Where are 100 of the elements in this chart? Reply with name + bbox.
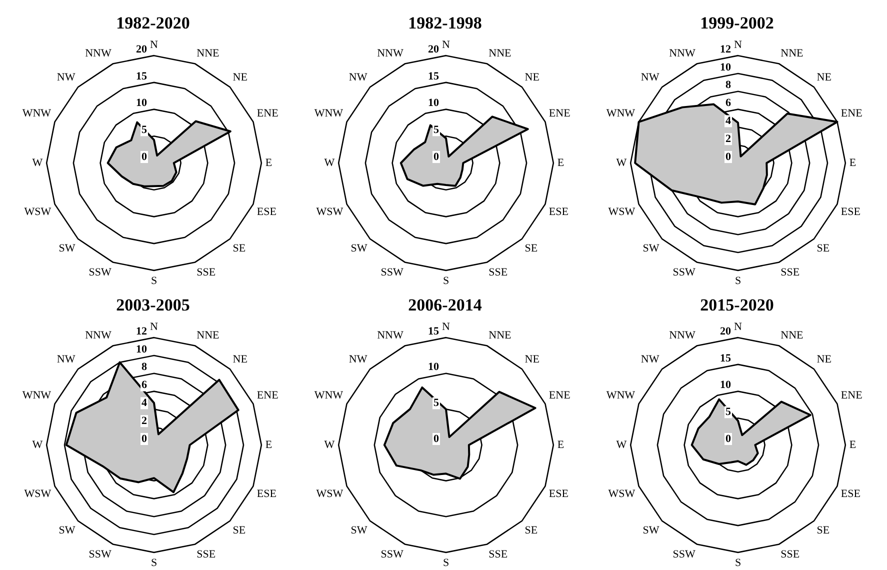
spoke-label: ESE <box>840 488 861 500</box>
spoke-label: SSE <box>780 548 800 560</box>
y-tick-label: 12 <box>720 43 732 56</box>
spoke-label: WNW <box>314 390 344 402</box>
spoke-label: W <box>324 156 336 169</box>
spoke-label: ENE <box>840 108 863 120</box>
spoke-label: S <box>734 556 742 569</box>
y-tick-label: 10 <box>428 361 440 374</box>
spoke-label: SW <box>350 524 368 536</box>
spoke-label: SW <box>642 242 660 254</box>
spoke-label: N <box>150 320 158 333</box>
spoke-label: WNW <box>606 390 636 402</box>
chart-title: 1982-1998 <box>408 14 482 33</box>
spoke-label: NNE <box>488 47 512 60</box>
spoke-label: NNW <box>85 47 112 60</box>
y-tick-label: 10 <box>428 97 440 110</box>
y-tick-label: 8 <box>142 361 148 374</box>
spoke-label: W <box>616 438 628 451</box>
spoke-label: ENE <box>840 390 863 402</box>
spoke-label: NNW <box>85 329 112 342</box>
spoke-label: S <box>442 274 450 287</box>
spoke-label: WNW <box>314 108 344 120</box>
spoke-label: NNW <box>669 329 696 342</box>
spoke-label: WSW <box>24 488 52 500</box>
spoke-label: E <box>265 156 272 169</box>
y-tick-label: 0 <box>726 432 732 445</box>
spoke-label: NNE <box>488 329 512 342</box>
spoke-label: S <box>150 556 158 569</box>
spoke-label: WNW <box>22 108 52 120</box>
spoke-label: SW <box>350 242 368 254</box>
y-tick-label: 0 <box>142 432 148 445</box>
y-tick-label: 15 <box>428 325 440 338</box>
y-tick-label: 0 <box>434 432 440 445</box>
spoke-label: SSW <box>380 548 404 560</box>
spoke-label: E <box>557 156 564 169</box>
spoke-label: ENE <box>548 108 571 120</box>
spoke-label: ENE <box>256 390 279 402</box>
spoke-label: NE <box>816 354 832 366</box>
spoke-label: W <box>324 438 336 451</box>
y-tick-label: 15 <box>720 352 732 364</box>
spoke-label: SE <box>232 242 246 254</box>
y-tick-label: 5 <box>434 397 440 410</box>
y-tick-label: 10 <box>720 379 732 392</box>
spoke-label: NE <box>816 72 832 84</box>
spoke-label: SSE <box>196 266 216 278</box>
chart-title: 1999-2002 <box>700 14 774 33</box>
spoke-label: SE <box>816 524 830 536</box>
spoke-label: WSW <box>316 206 344 218</box>
spoke-label: NNW <box>377 329 404 342</box>
spoke-label: ESE <box>840 206 861 218</box>
spoke-label: ESE <box>548 206 569 218</box>
spoke-label: N <box>442 320 450 333</box>
spoke-label: E <box>849 438 856 451</box>
y-tick-label: 6 <box>726 97 732 110</box>
spoke-label: ESE <box>548 488 569 500</box>
y-tick-label: 6 <box>142 379 148 392</box>
spoke-label: W <box>32 438 44 451</box>
spoke-label: E <box>557 438 564 451</box>
spoke-label: SSE <box>488 266 508 278</box>
y-tick-label: 10 <box>136 97 148 110</box>
spoke-label: SW <box>642 524 660 536</box>
spoke-label: W <box>32 156 44 169</box>
y-tick-label: 4 <box>726 115 732 128</box>
spoke-label: NNW <box>669 47 696 60</box>
spoke-label: SSE <box>196 548 216 560</box>
spoke-label: SSE <box>780 266 800 278</box>
spoke-label: NNE <box>780 329 804 342</box>
spoke-label: NW <box>56 354 76 366</box>
spoke-label: S <box>150 274 158 287</box>
spoke-label: SSW <box>88 548 112 560</box>
spoke-label: SSW <box>380 266 404 278</box>
spoke-label: S <box>442 556 450 569</box>
y-tick-label: 5 <box>726 406 732 418</box>
spoke-label: SE <box>232 524 246 536</box>
y-tick-label: 2 <box>726 132 732 145</box>
y-tick-label: 15 <box>136 70 148 82</box>
y-tick-label: 5 <box>434 124 440 136</box>
spoke-label: ESE <box>256 206 277 218</box>
spoke-label: ESE <box>256 488 277 500</box>
y-tick-label: 0 <box>726 150 732 163</box>
spoke-label: WSW <box>24 206 52 218</box>
spoke-label: ENE <box>256 108 279 120</box>
spoke-label: NNW <box>377 47 404 60</box>
spoke-label: ENE <box>548 390 571 402</box>
y-tick-label: 20 <box>428 43 440 56</box>
spoke-label: N <box>442 38 450 51</box>
spoke-label: NNE <box>780 47 804 60</box>
chart-title: 2003-2005 <box>116 296 190 315</box>
y-tick-label: 10 <box>720 61 732 74</box>
y-tick-label: 2 <box>142 414 148 427</box>
spoke-label: NE <box>232 354 248 366</box>
spoke-label: SW <box>58 242 76 254</box>
chart-title: 1982-2020 <box>116 14 190 33</box>
spoke-label: N <box>150 38 158 51</box>
spoke-label: SE <box>816 242 830 254</box>
spoke-label: NW <box>640 72 660 84</box>
spoke-label: SSE <box>488 548 508 560</box>
spoke-label: NNE <box>196 47 220 60</box>
spoke-label: S <box>734 274 742 287</box>
spoke-label: WNW <box>22 390 52 402</box>
